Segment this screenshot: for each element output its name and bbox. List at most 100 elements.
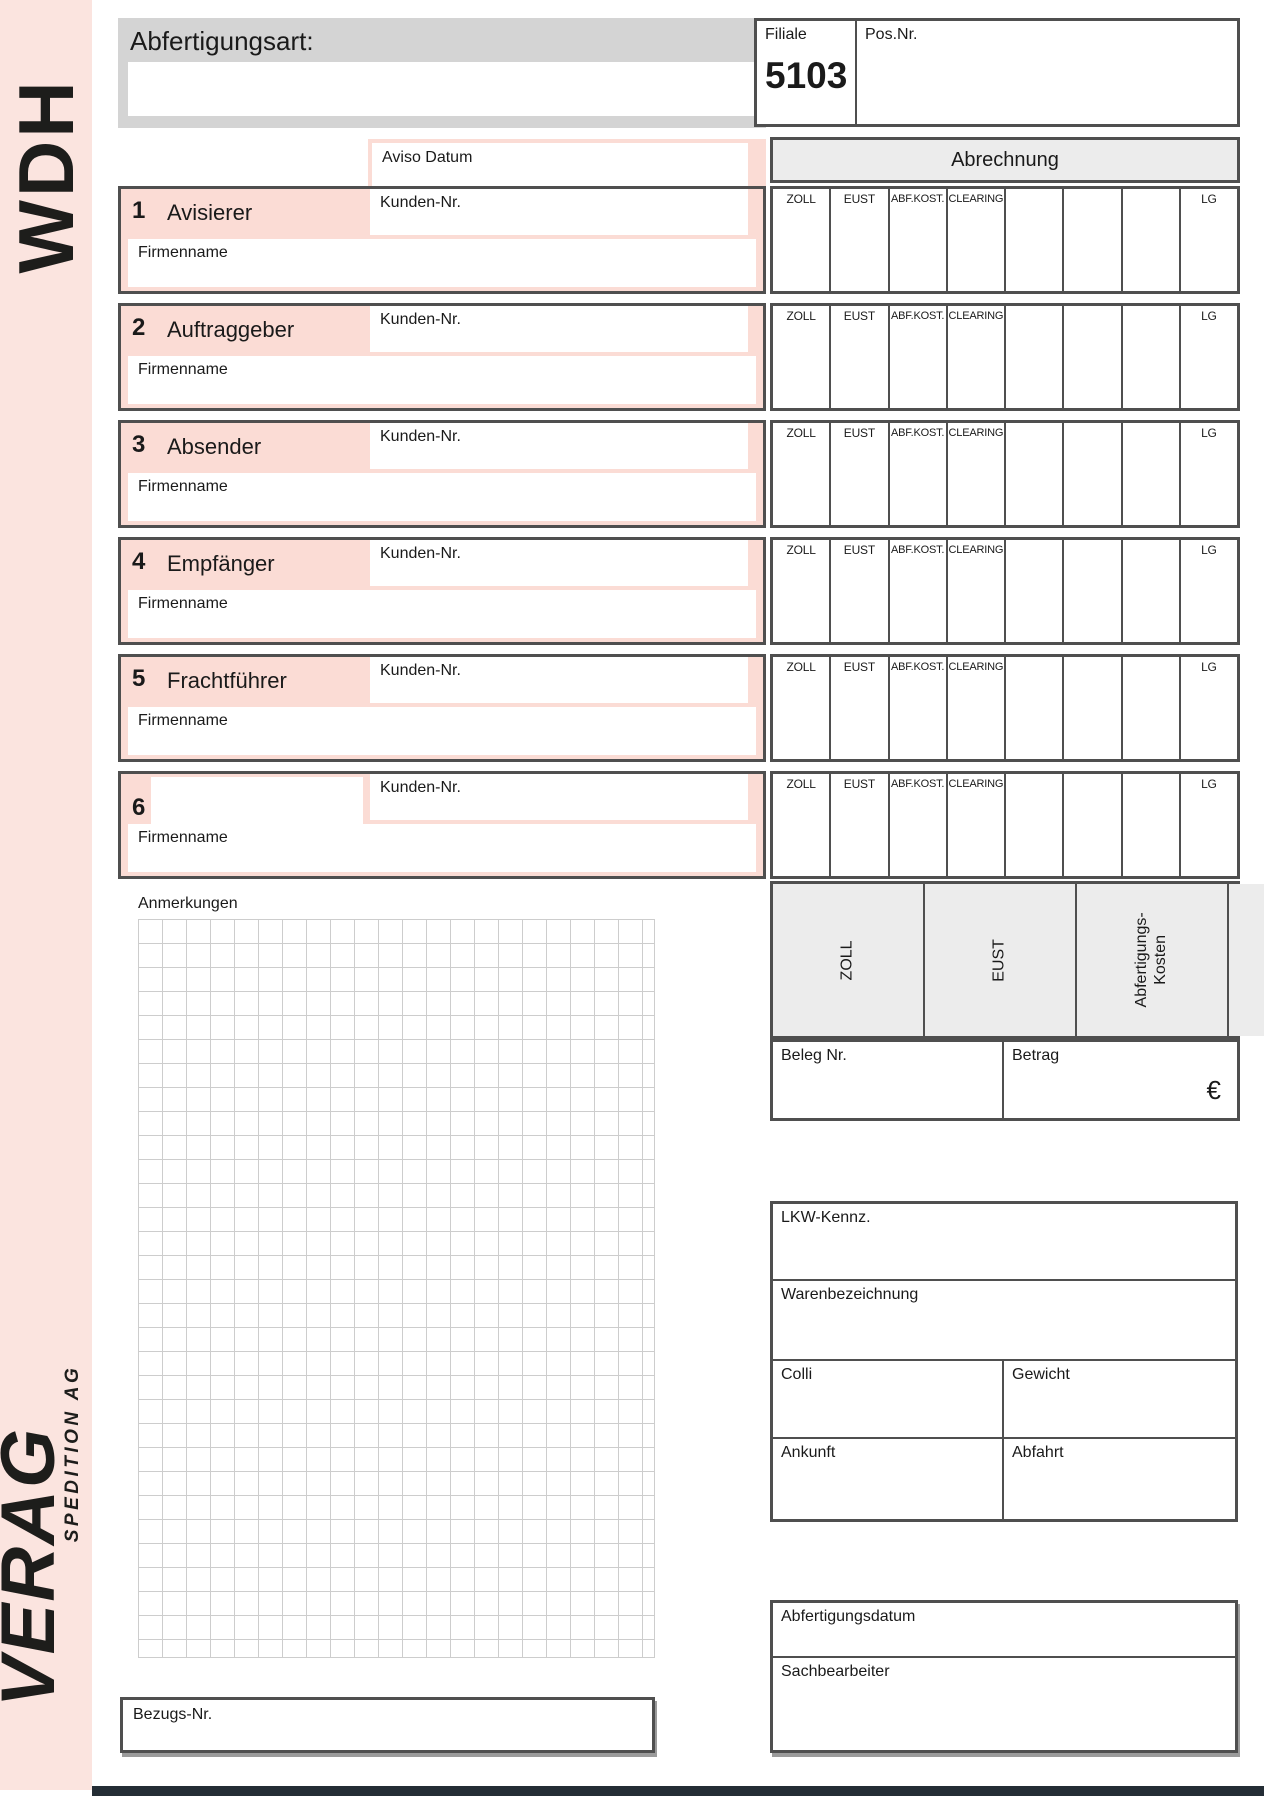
abrechnung-cell[interactable] bbox=[1006, 657, 1065, 759]
abfertigungsdatum-label: Abfertigungsdatum bbox=[781, 1608, 916, 1625]
abrechnung-cell[interactable]: CLEARING bbox=[948, 306, 1006, 408]
abrechnung-cell[interactable] bbox=[1006, 540, 1065, 642]
abrechnung-cell[interactable]: ZOLL bbox=[773, 423, 832, 525]
col-header: CLEARING bbox=[948, 544, 1004, 556]
abrechnung-cell[interactable]: EUST bbox=[831, 774, 890, 876]
abrechnung-cell[interactable]: ZOLL bbox=[773, 657, 832, 759]
abrechnung-cell[interactable]: ABF.KOST. bbox=[890, 657, 948, 759]
section-label: Frachtführer bbox=[167, 668, 287, 693]
abrechnung-cell[interactable]: CLEARING bbox=[948, 657, 1006, 759]
col-header: LG bbox=[1201, 543, 1217, 557]
col-header: CLEARING bbox=[948, 778, 1004, 790]
col-header: ZOLL bbox=[786, 192, 816, 206]
abrechnung-cell[interactable]: LG bbox=[1181, 774, 1237, 876]
kunden-nr-input[interactable]: Kunden-Nr. bbox=[370, 774, 748, 820]
abrechnung-cell[interactable] bbox=[1123, 657, 1181, 759]
abrechnung-cell[interactable] bbox=[1064, 774, 1123, 876]
abrechnung-cell[interactable]: ABF.KOST. bbox=[890, 774, 948, 876]
footer-label: ZOLL bbox=[838, 940, 856, 981]
abrechnung-cell[interactable]: EUST bbox=[831, 540, 890, 642]
section-number: 2 bbox=[132, 314, 146, 341]
firmenname-input[interactable]: Firmenname bbox=[128, 707, 756, 755]
abrechnung-cell[interactable]: CLEARING bbox=[948, 774, 1006, 876]
abfahrt-input[interactable]: Abfahrt bbox=[1004, 1439, 1235, 1519]
anmerkungen-grid[interactable] bbox=[138, 919, 655, 1658]
abfertigungsart-label: Abfertigungsart: bbox=[130, 26, 314, 56]
warenbezeichnung-input[interactable]: Warenbezeichnung bbox=[773, 1279, 1235, 1359]
abrechnung-cell[interactable]: CLEARING bbox=[948, 423, 1006, 525]
abrechnung-cell[interactable] bbox=[1123, 774, 1181, 876]
sachbearbeiter-input[interactable]: Sachbearbeiter bbox=[773, 1656, 1235, 1750]
section-absender: 3 Absender Kunden-Nr. Firmenname bbox=[118, 420, 766, 528]
abrechnung-cell[interactable]: EUST bbox=[831, 657, 890, 759]
page-bottom-edge bbox=[92, 1786, 1264, 1796]
pos-nr-label: Pos.Nr. bbox=[865, 26, 918, 43]
kunden-nr-label: Kunden-Nr. bbox=[380, 545, 461, 562]
abrechnung-cell[interactable]: LG bbox=[1181, 423, 1237, 525]
colli-input[interactable]: Colli bbox=[773, 1361, 1004, 1437]
firmenname-input[interactable]: Firmenname bbox=[128, 473, 756, 521]
abrechnung-cell[interactable] bbox=[1123, 540, 1181, 642]
abrechnung-cell[interactable] bbox=[1123, 189, 1181, 291]
abrechnung-cell[interactable]: EUST bbox=[831, 189, 890, 291]
firmenname-input[interactable]: Firmenname bbox=[128, 356, 756, 404]
abrechnung-cell[interactable] bbox=[1006, 423, 1065, 525]
abrechnung-cell[interactable] bbox=[1006, 306, 1065, 408]
abrechnung-cell[interactable]: EUST bbox=[831, 306, 890, 408]
section-empfaenger: 4 Empfänger Kunden-Nr. Firmenname bbox=[118, 537, 766, 645]
filiale-posnr-box: Filiale 5103 Pos.Nr. bbox=[754, 18, 1240, 127]
abrechnung-cell[interactable] bbox=[1123, 423, 1181, 525]
abrechnung-cell[interactable]: CLEARING bbox=[948, 540, 1006, 642]
abrechnung-cell[interactable] bbox=[1123, 306, 1181, 408]
beleg-betrag-row: Beleg Nr. Betrag € bbox=[770, 1039, 1240, 1121]
kunden-nr-input[interactable]: Kunden-Nr. bbox=[370, 189, 748, 235]
firmenname-input[interactable]: Firmenname bbox=[128, 590, 756, 638]
abrechnung-cell[interactable] bbox=[1064, 306, 1123, 408]
col-header: EUST bbox=[843, 192, 875, 206]
warenbezeichnung-label: Warenbezeichnung bbox=[781, 1286, 919, 1303]
lkw-kennz-input[interactable]: LKW-Kennz. bbox=[773, 1204, 1235, 1279]
abrechnung-cell[interactable] bbox=[1006, 189, 1065, 291]
gewicht-input[interactable]: Gewicht bbox=[1004, 1361, 1235, 1437]
kunden-nr-input[interactable]: Kunden-Nr. bbox=[370, 540, 748, 586]
abrechnung-cell[interactable]: ABF.KOST. bbox=[890, 189, 948, 291]
abrechnung-cell[interactable] bbox=[1064, 189, 1123, 291]
firmenname-input[interactable]: Firmenname bbox=[128, 824, 756, 872]
abrechnung-cell[interactable] bbox=[1006, 774, 1065, 876]
pos-nr-input[interactable] bbox=[857, 21, 1237, 124]
filiale-value: 5103 bbox=[765, 55, 848, 96]
abrechnung-cell[interactable]: ZOLL bbox=[773, 306, 832, 408]
abrechnung-cell[interactable] bbox=[1064, 657, 1123, 759]
abrechnung-cell[interactable]: ABF.KOST. bbox=[890, 540, 948, 642]
aviso-datum-input[interactable] bbox=[372, 143, 748, 186]
abrechnung-cell[interactable] bbox=[1064, 423, 1123, 525]
section-six: 6 Kunden-Nr. Firmenname bbox=[118, 771, 766, 879]
kunden-nr-input[interactable]: Kunden-Nr. bbox=[370, 657, 748, 703]
abrechnung-cell[interactable] bbox=[1064, 540, 1123, 642]
beleg-nr-input[interactable]: Beleg Nr. bbox=[773, 1042, 1004, 1118]
abrechnung-cell[interactable]: ZOLL bbox=[773, 774, 832, 876]
abrechnung-cell[interactable]: LG bbox=[1181, 657, 1237, 759]
abrechnung-cell[interactable]: ZOLL bbox=[773, 540, 832, 642]
aviso-datum-box: Aviso Datum bbox=[368, 139, 766, 186]
abrechnung-cell[interactable]: LG bbox=[1181, 189, 1237, 291]
footer-label: Abfertigungs- Kosten bbox=[1133, 912, 1169, 1008]
abrechnung-cell[interactable]: CLEARING bbox=[948, 189, 1006, 291]
kunden-nr-input[interactable]: Kunden-Nr. bbox=[370, 306, 748, 352]
betrag-input[interactable]: Betrag € bbox=[1004, 1042, 1237, 1118]
firmenname-input[interactable]: Firmenname bbox=[128, 239, 756, 287]
abrechnung-cell[interactable]: ZOLL bbox=[773, 189, 832, 291]
ankunft-label: Ankunft bbox=[781, 1444, 836, 1461]
col-header: CLEARING bbox=[948, 310, 1004, 322]
kunden-nr-input[interactable]: Kunden-Nr. bbox=[370, 423, 748, 469]
abrechnung-cell[interactable]: EUST bbox=[831, 423, 890, 525]
abfertigungsart-input[interactable] bbox=[128, 62, 756, 116]
ankunft-input[interactable]: Ankunft bbox=[773, 1439, 1004, 1519]
abrechnung-cell[interactable]: LG bbox=[1181, 306, 1237, 408]
abfertigungsdatum-input[interactable]: Abfertigungsdatum bbox=[773, 1603, 1235, 1656]
section-avisierer: 1 Avisierer Kunden-Nr. Firmenname bbox=[118, 186, 766, 294]
abrechnung-cell[interactable]: ABF.KOST. bbox=[890, 306, 948, 408]
bezugs-nr-input[interactable]: Bezugs-Nr. bbox=[120, 1697, 655, 1753]
abrechnung-cell[interactable]: ABF.KOST. bbox=[890, 423, 948, 525]
abrechnung-cell[interactable]: LG bbox=[1181, 540, 1237, 642]
